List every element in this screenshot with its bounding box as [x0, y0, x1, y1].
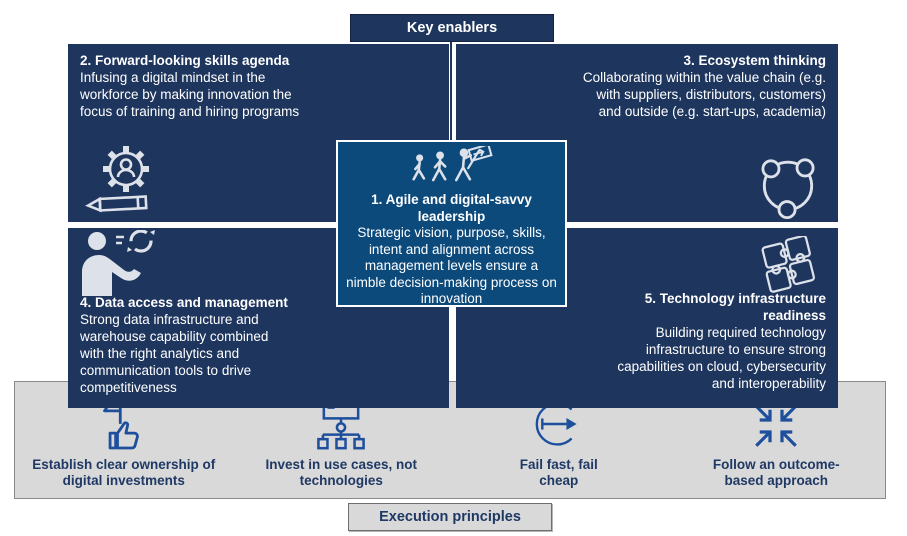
quadrant-body: Infusing a digital mindset in the workfo… — [80, 70, 300, 119]
center-title: 1. Agile and digital-savvy leadership — [371, 192, 532, 224]
team-with-flag-icon — [404, 146, 500, 192]
principle-fail-fast: Fail fast, fail cheap — [450, 382, 668, 498]
quadrant-body: Collaborating within the value chain (e.… — [582, 70, 826, 119]
gear-person-pencil-icon — [82, 144, 166, 216]
center-body: Strategic vision, purpose, skills, inten… — [346, 225, 557, 306]
quadrant-title: 3. Ecosystem thinking — [683, 53, 826, 68]
quadrant-title: 4. Data access and management — [80, 295, 288, 310]
puzzle-pieces-icon — [758, 236, 824, 298]
quadrant-title: 5. Technology infrastructure readiness — [644, 291, 826, 323]
quadrant-body: Strong data infrastructure and warehouse… — [80, 312, 269, 395]
principle-ownership: Establish clear ownership of digital inv… — [15, 382, 233, 498]
header-connector-line — [450, 40, 452, 144]
key-enablers-label: Key enablers — [406, 20, 498, 36]
center-leadership-box: 1. Agile and digital-savvy leadership St… — [336, 140, 567, 307]
quadrant-body: Building required technology infrastruct… — [617, 325, 826, 391]
quadrant-title: 2. Forward-looking skills agenda — [80, 53, 290, 68]
principle-label: Follow an outcome-based approach — [712, 457, 840, 488]
execution-principles-header: Execution principles — [348, 503, 552, 531]
person-sync-icon — [78, 230, 166, 296]
key-enablers-header: Key enablers — [350, 14, 554, 42]
principle-label: Fail fast, fail cheap — [519, 457, 598, 488]
quadrant-skills-agenda: 2. Forward-looking skills agenda Infusin… — [68, 44, 449, 222]
converging-arrows-icon — [752, 402, 800, 450]
principle-label: Establish clear ownership of digital inv… — [32, 457, 216, 488]
quadrant-data-access: 4. Data access and management Strong dat… — [68, 228, 449, 408]
principle-outcome: Follow an outcome-based approach — [668, 382, 886, 498]
ecosystem-network-icon — [752, 148, 824, 220]
principle-label: Invest in use cases, not technologies — [265, 457, 418, 488]
execution-principles-label: Execution principles — [379, 509, 521, 525]
